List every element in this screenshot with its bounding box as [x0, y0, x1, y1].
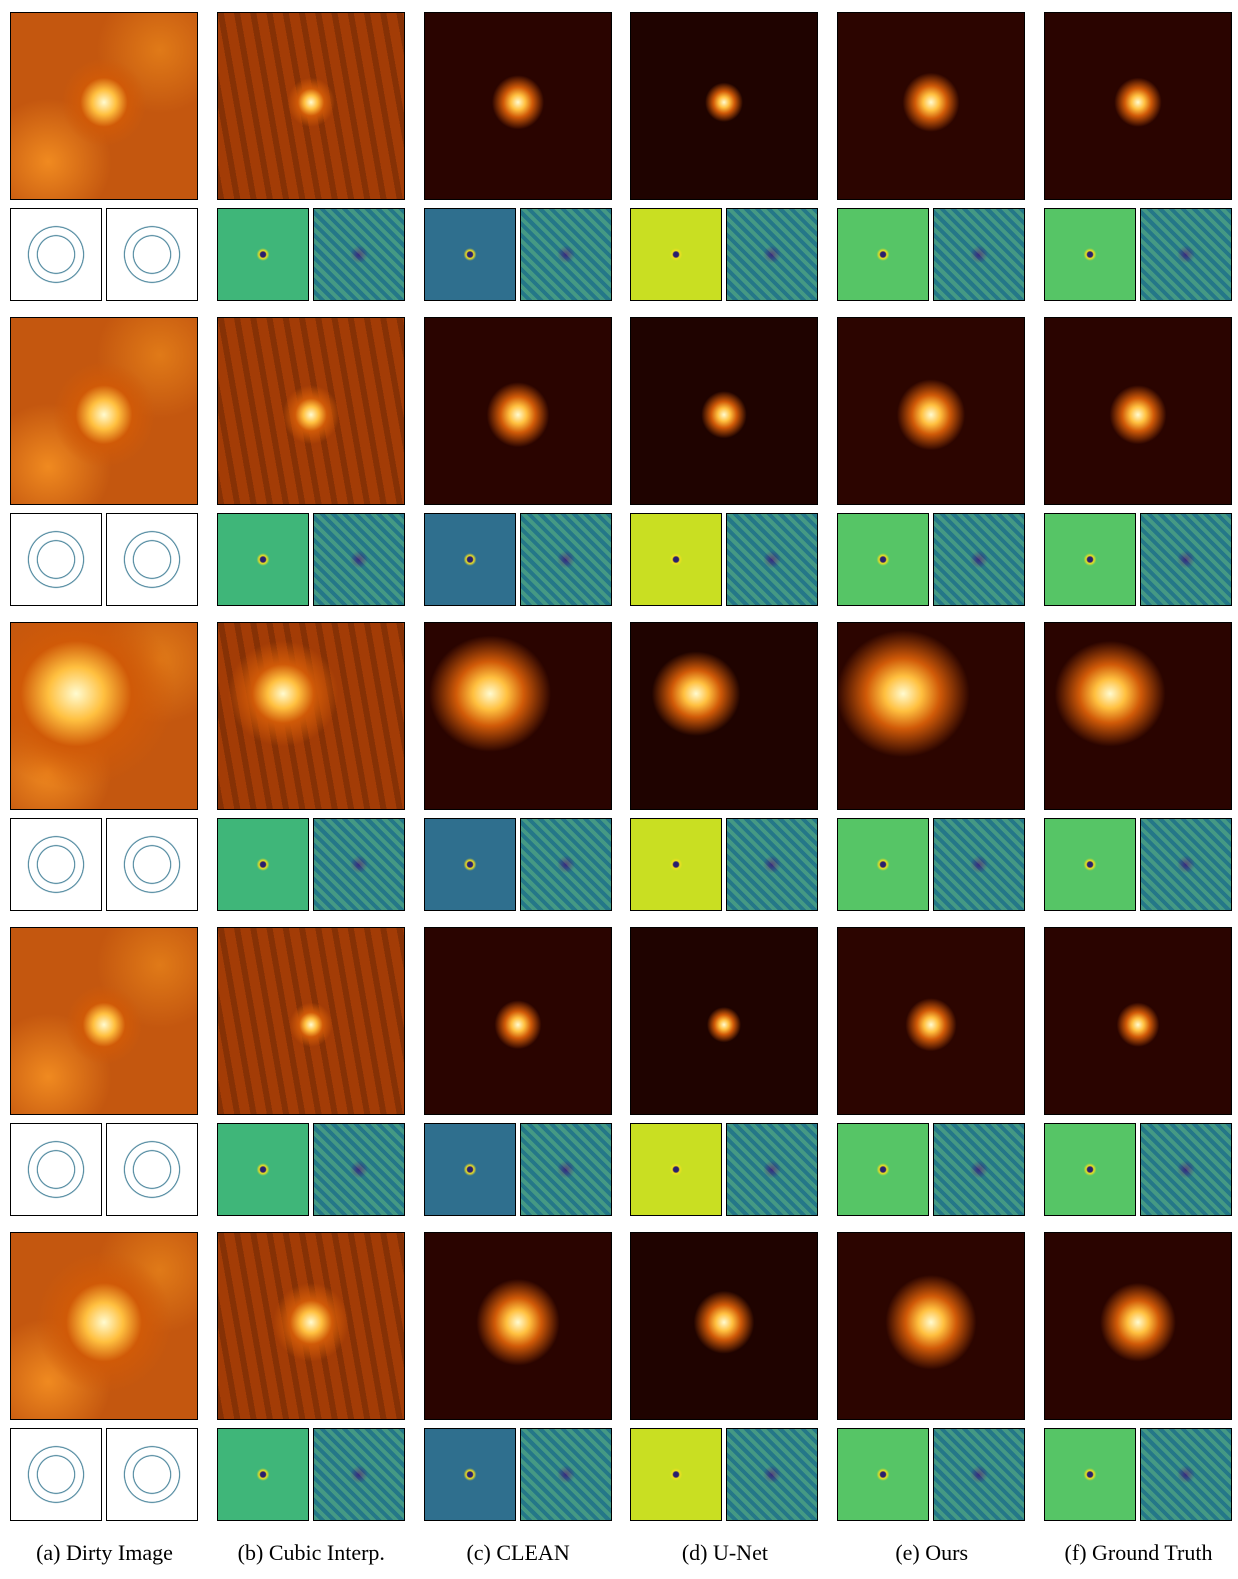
frequency-panel — [933, 208, 1025, 301]
frequency-panel — [726, 818, 818, 911]
frequency-panel — [424, 818, 516, 911]
frequency-panel — [313, 1428, 405, 1521]
reconstruction-image — [424, 1232, 612, 1420]
frequency-panel — [10, 818, 102, 911]
frequency-panel — [313, 513, 405, 606]
reconstruction-image — [837, 1232, 1025, 1420]
frequency-panel — [1044, 513, 1136, 606]
reconstruction-image — [837, 622, 1025, 810]
frequency-panel — [1044, 818, 1136, 911]
frequency-panel — [1140, 1123, 1232, 1216]
frequency-panel — [933, 1428, 1025, 1521]
column-caption: (c) CLEAN — [415, 1540, 622, 1566]
frequency-panel — [313, 1123, 405, 1216]
reconstruction-image — [837, 927, 1025, 1115]
frequency-panel — [217, 818, 309, 911]
column-caption: (f) Ground Truth — [1035, 1540, 1238, 1566]
frequency-panel — [1140, 208, 1232, 301]
reconstruction-image — [630, 927, 818, 1115]
frequency-panel — [217, 513, 309, 606]
column-caption: (b) Cubic Interp. — [208, 1540, 415, 1566]
reconstruction-image — [10, 927, 198, 1115]
reconstruction-image — [10, 12, 198, 200]
frequency-panel — [1044, 1123, 1136, 1216]
column-caption: (d) U-Net — [621, 1540, 828, 1566]
frequency-panel — [520, 1428, 612, 1521]
reconstruction-image — [424, 622, 612, 810]
frequency-panel — [217, 1428, 309, 1521]
reconstruction-image — [630, 12, 818, 200]
frequency-panel — [424, 513, 516, 606]
reconstruction-image — [217, 1232, 405, 1420]
column-caption: (e) Ours — [828, 1540, 1035, 1566]
frequency-panel — [726, 513, 818, 606]
figure: (a) Dirty Image(b) Cubic Interp.(c) CLEA… — [0, 0, 1238, 1579]
frequency-panel — [106, 513, 198, 606]
reconstruction-image — [1044, 317, 1232, 505]
frequency-panel — [1044, 1428, 1136, 1521]
reconstruction-image — [630, 317, 818, 505]
frequency-panel — [933, 513, 1025, 606]
frequency-panel — [10, 1123, 102, 1216]
reconstruction-image — [837, 317, 1025, 505]
frequency-panel — [217, 208, 309, 301]
frequency-panel — [106, 208, 198, 301]
reconstruction-image — [1044, 927, 1232, 1115]
frequency-panel — [726, 208, 818, 301]
reconstruction-image — [424, 927, 612, 1115]
reconstruction-image — [10, 622, 198, 810]
frequency-panel — [106, 1123, 198, 1216]
frequency-panel — [520, 208, 612, 301]
frequency-panel — [726, 1428, 818, 1521]
reconstruction-image — [1044, 12, 1232, 200]
frequency-panel — [837, 1428, 929, 1521]
frequency-panel — [837, 513, 929, 606]
frequency-panel — [313, 818, 405, 911]
reconstruction-image — [10, 317, 198, 505]
reconstruction-image — [217, 12, 405, 200]
frequency-panel — [106, 818, 198, 911]
frequency-panel — [106, 1428, 198, 1521]
frequency-panel — [726, 1123, 818, 1216]
frequency-panel — [10, 513, 102, 606]
frequency-panel — [630, 208, 722, 301]
reconstruction-image — [837, 12, 1025, 200]
frequency-panel — [313, 208, 405, 301]
reconstruction-image — [1044, 1232, 1232, 1420]
frequency-panel — [837, 1123, 929, 1216]
reconstruction-image — [217, 927, 405, 1115]
frequency-panel — [1140, 513, 1232, 606]
reconstruction-image — [1044, 622, 1232, 810]
reconstruction-image — [217, 317, 405, 505]
frequency-panel — [837, 818, 929, 911]
frequency-panel — [217, 1123, 309, 1216]
frequency-panel — [1140, 818, 1232, 911]
frequency-panel — [10, 208, 102, 301]
frequency-panel — [1140, 1428, 1232, 1521]
frequency-panel — [10, 1428, 102, 1521]
frequency-panel — [424, 208, 516, 301]
reconstruction-image — [424, 317, 612, 505]
reconstruction-image — [10, 1232, 198, 1420]
frequency-panel — [520, 513, 612, 606]
column-caption: (a) Dirty Image — [1, 1540, 208, 1566]
frequency-panel — [630, 1123, 722, 1216]
frequency-panel — [1044, 208, 1136, 301]
frequency-panel — [630, 513, 722, 606]
frequency-panel — [630, 818, 722, 911]
reconstruction-image — [424, 12, 612, 200]
frequency-panel — [630, 1428, 722, 1521]
reconstruction-image — [630, 622, 818, 810]
frequency-panel — [837, 208, 929, 301]
frequency-panel — [933, 818, 1025, 911]
frequency-panel — [424, 1123, 516, 1216]
frequency-panel — [520, 1123, 612, 1216]
frequency-panel — [933, 1123, 1025, 1216]
reconstruction-image — [630, 1232, 818, 1420]
reconstruction-image — [217, 622, 405, 810]
frequency-panel — [424, 1428, 516, 1521]
frequency-panel — [520, 818, 612, 911]
